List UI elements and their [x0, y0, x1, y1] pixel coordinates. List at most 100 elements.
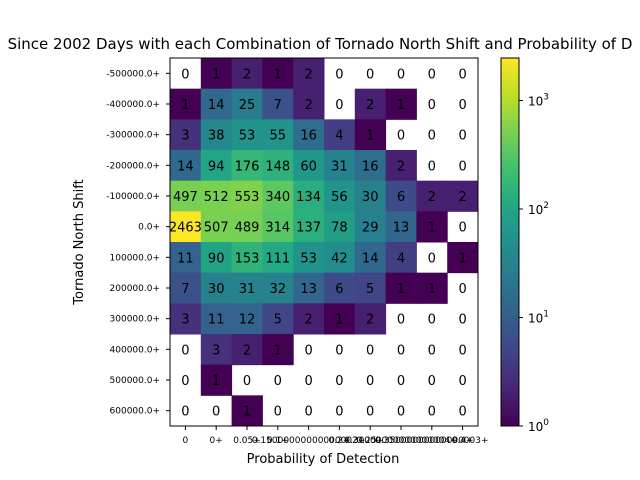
- heatmap-cell-labels: 0 1 2 1 2 0 0 0 0 01 14 25 7 2 0 2 1 0 03 38 53 55 16 4 1 0 0 014 94…: [169, 67, 467, 419]
- heatmap-cell: [231, 58, 263, 90]
- cell-value-label: 0: [428, 343, 436, 358]
- colorbar-tick-label: 103: [528, 92, 549, 108]
- heatmap-cell: [385, 242, 417, 274]
- cell-value-label: 1: [366, 129, 374, 144]
- x-tick-label: 0.15000000000000002+: [252, 436, 365, 446]
- cell-value-label: 314: [265, 221, 290, 236]
- cell-value-label: 16: [300, 129, 317, 144]
- cell-value-label: 0: [366, 343, 374, 358]
- cell-value-label: 38: [208, 129, 225, 144]
- heatmap-cell: [324, 303, 356, 335]
- heatmap-cell: [170, 180, 202, 212]
- heatmap-cell: [200, 242, 233, 274]
- heatmap-cell: [416, 180, 448, 212]
- cell-value-label: 1: [397, 282, 405, 297]
- colorbar-tick-base: 10: [528, 311, 543, 325]
- cell-value-label: 4: [335, 129, 343, 144]
- heatmap-cell: [231, 303, 263, 335]
- cell-value-label: 0: [458, 67, 466, 82]
- cell-value-label: 1: [181, 98, 189, 113]
- cell-value-label: 340: [265, 190, 290, 205]
- cell-value-label: 30: [362, 190, 379, 205]
- cell-value-label: 0: [304, 405, 312, 420]
- y-axis-ticks: -500000.0+ -400000.0+ -300000.0+ -200000.0+…: [106, 69, 170, 417]
- cell-value-label: 2: [428, 190, 436, 205]
- cell-value-label: 2: [397, 159, 405, 174]
- heatmap-cell: [354, 88, 387, 120]
- cell-value-label: 2: [243, 67, 251, 82]
- heatmap-cell: [200, 303, 233, 335]
- x-axis-ticks: 0 0+ 0.05+ 0.1+0.15000000000000002+0.2+ 0.25…: [183, 426, 489, 446]
- heatmap-cell: [170, 242, 202, 274]
- cell-value-label: 0: [458, 282, 466, 297]
- heatmap-cell: [200, 334, 233, 366]
- cell-value-label: 2: [304, 313, 312, 328]
- heatmap-cell: [262, 242, 294, 274]
- cell-value-label: 0: [243, 374, 251, 389]
- heatmap-cell: [324, 150, 356, 182]
- cell-value-label: 14: [177, 159, 194, 174]
- cell-value-label: 7: [181, 282, 189, 297]
- heatmap-cell: [200, 119, 233, 151]
- heatmap-cell: [231, 88, 263, 120]
- x-tick-label: 0.2+: [328, 436, 350, 446]
- cell-value-label: 94: [208, 159, 225, 174]
- heatmap-cell: [231, 119, 263, 151]
- cell-value-label: 553: [235, 190, 260, 205]
- cell-value-label: 3: [181, 313, 189, 328]
- heatmap-cell: [231, 150, 263, 182]
- cell-value-label: 90: [208, 251, 225, 266]
- heatmap-cell: [293, 58, 325, 90]
- heatmap-cell: [293, 211, 325, 243]
- colorbar-tick-base: 10: [528, 94, 543, 108]
- cell-value-label: 5: [274, 313, 282, 328]
- cell-value-label: 2: [304, 67, 312, 82]
- heatmap-cell: [385, 211, 417, 243]
- cell-value-label: 2: [458, 190, 466, 205]
- colorbar-tick-exponent: 2: [543, 201, 549, 211]
- cell-value-label: 12: [239, 313, 256, 328]
- cell-value-label: 60: [300, 159, 317, 174]
- y-tick-label: 200000.0+: [110, 284, 160, 294]
- cell-value-label: 0: [428, 129, 436, 144]
- cell-value-label: 0: [458, 159, 466, 174]
- cell-value-label: 0: [181, 343, 189, 358]
- y-tick-label: -300000.0+: [106, 131, 160, 141]
- heatmap-cell: [170, 303, 202, 335]
- cell-value-label: 0: [274, 374, 282, 389]
- heatmap-cell: [293, 150, 325, 182]
- heatmap-cell: [262, 334, 294, 366]
- colorbar-tick-label: 100: [528, 418, 549, 434]
- x-tick-label: 0.05+: [233, 436, 261, 446]
- cell-value-label: 11: [177, 251, 194, 266]
- cell-value-label: 25: [239, 98, 256, 113]
- cell-value-label: 0: [397, 67, 405, 82]
- cell-value-label: 0: [181, 67, 189, 82]
- heatmap-cell: [200, 364, 233, 396]
- heatmap-cell: [385, 272, 417, 304]
- cell-value-label: 30: [208, 282, 225, 297]
- cell-value-label: 1: [397, 98, 405, 113]
- x-tick-label: 0: [183, 436, 189, 446]
- cell-value-label: 0: [458, 313, 466, 328]
- cell-value-label: 111: [265, 251, 290, 266]
- heatmap-cell: [416, 272, 448, 304]
- x-tick-label: 0.35000000000000003+: [375, 436, 488, 446]
- cell-value-label: 0: [335, 405, 343, 420]
- cell-value-label: 53: [239, 129, 256, 144]
- cell-value-label: 0: [458, 98, 466, 113]
- cell-value-label: 0: [397, 129, 405, 144]
- heatmap-cell: [231, 334, 263, 366]
- cell-value-label: 0: [397, 374, 405, 389]
- cell-value-label: 0: [458, 374, 466, 389]
- heatmap-cell: [293, 119, 325, 151]
- colorbar-tick-exponent: 0: [543, 418, 549, 428]
- heatmap-cell: [231, 180, 263, 212]
- cell-value-label: 0: [304, 374, 312, 389]
- cell-value-label: 0: [397, 405, 405, 420]
- cell-value-label: 31: [331, 159, 348, 174]
- cell-value-label: 0: [366, 405, 374, 420]
- colorbar-tick-label: 101: [528, 309, 549, 325]
